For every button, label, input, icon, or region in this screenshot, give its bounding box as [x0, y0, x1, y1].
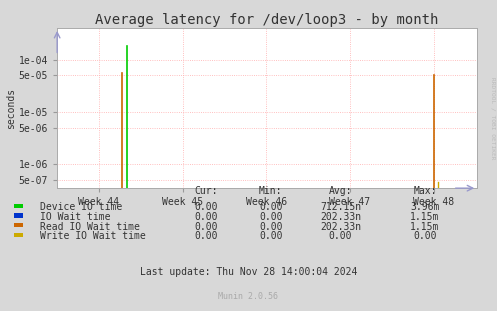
Text: 3.96m: 3.96m — [410, 202, 440, 212]
Text: 712.15n: 712.15n — [320, 202, 361, 212]
Text: 0.00: 0.00 — [259, 212, 283, 222]
Text: 202.33n: 202.33n — [320, 212, 361, 222]
Text: 0.00: 0.00 — [413, 231, 437, 241]
Text: 1.15m: 1.15m — [410, 222, 440, 232]
Text: Cur:: Cur: — [194, 186, 218, 196]
Text: Device IO time: Device IO time — [40, 202, 122, 212]
Text: Max:: Max: — [413, 186, 437, 196]
Text: 0.00: 0.00 — [329, 231, 352, 241]
Text: IO Wait time: IO Wait time — [40, 212, 110, 222]
Text: 0.00: 0.00 — [194, 231, 218, 241]
Text: 0.00: 0.00 — [259, 231, 283, 241]
Text: Read IO Wait time: Read IO Wait time — [40, 222, 140, 232]
Text: 0.00: 0.00 — [194, 202, 218, 212]
Title: Average latency for /dev/loop3 - by month: Average latency for /dev/loop3 - by mont… — [95, 13, 439, 27]
Text: Last update: Thu Nov 28 14:00:04 2024: Last update: Thu Nov 28 14:00:04 2024 — [140, 267, 357, 277]
Text: 0.00: 0.00 — [194, 212, 218, 222]
Text: 202.33n: 202.33n — [320, 222, 361, 232]
Text: RRDTOOL / TOBI OETIKER: RRDTOOL / TOBI OETIKER — [491, 77, 496, 160]
Text: Avg:: Avg: — [329, 186, 352, 196]
Text: 0.00: 0.00 — [194, 222, 218, 232]
Text: 0.00: 0.00 — [259, 222, 283, 232]
Text: Write IO Wait time: Write IO Wait time — [40, 231, 146, 241]
Text: Min:: Min: — [259, 186, 283, 196]
Y-axis label: seconds: seconds — [6, 87, 16, 129]
Text: Munin 2.0.56: Munin 2.0.56 — [219, 292, 278, 301]
Text: 1.15m: 1.15m — [410, 212, 440, 222]
Text: 0.00: 0.00 — [259, 202, 283, 212]
